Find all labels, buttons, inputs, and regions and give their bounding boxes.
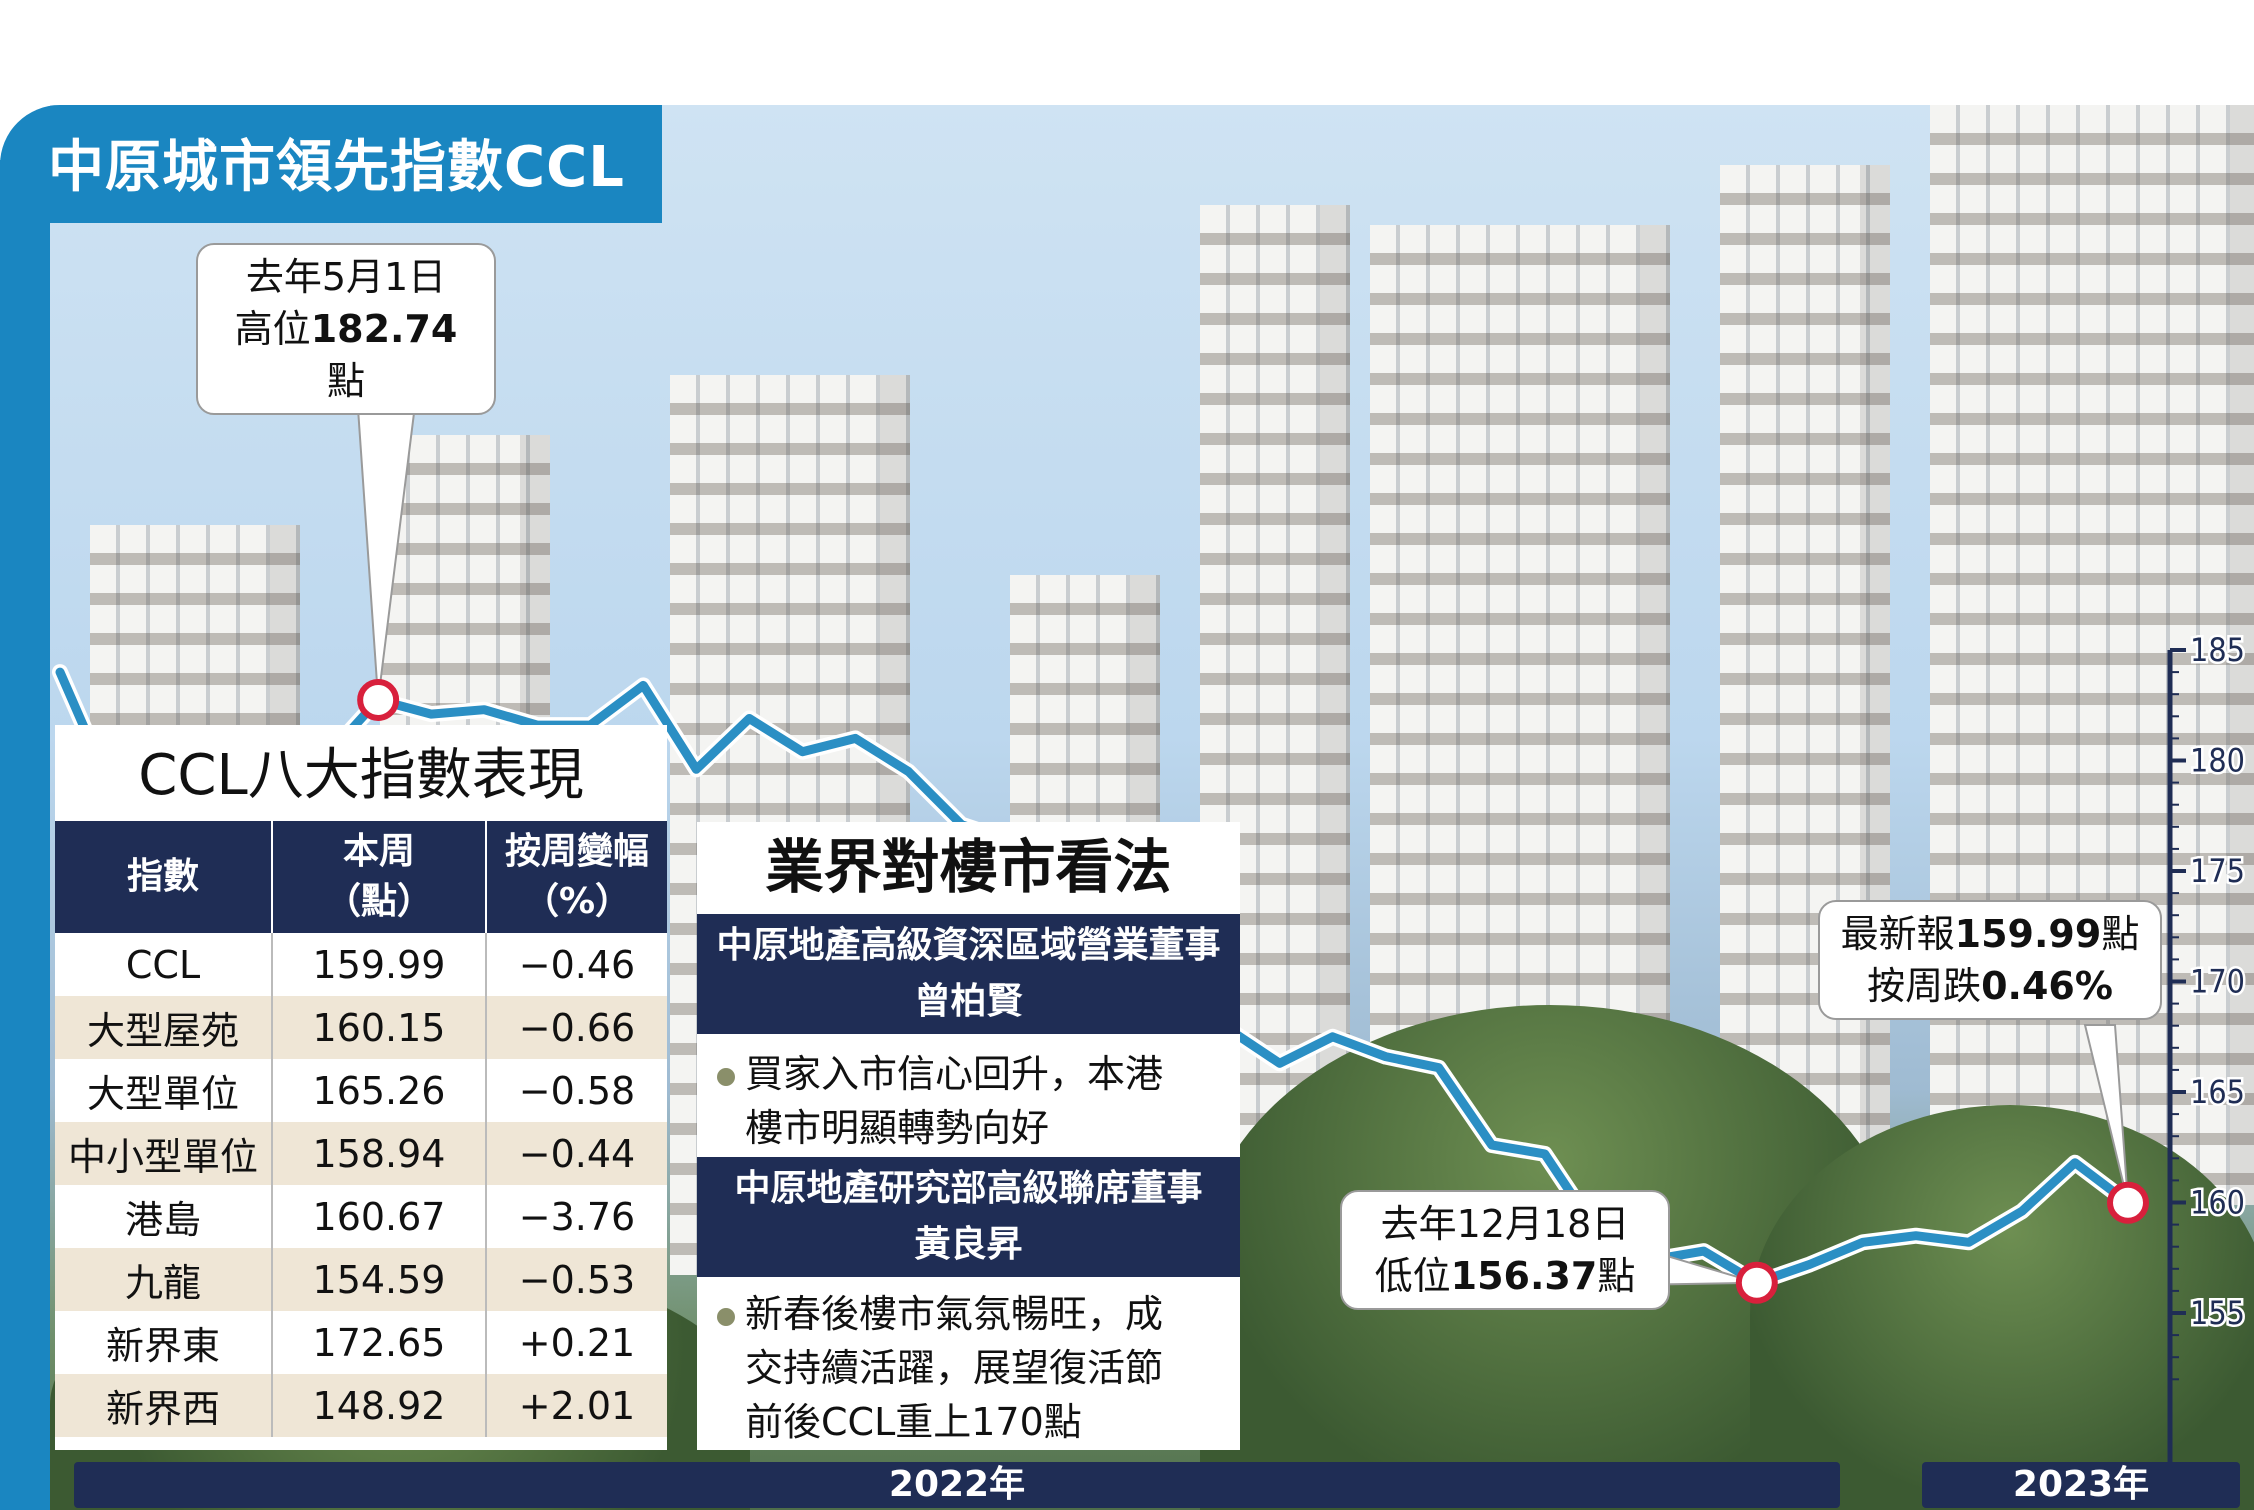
index-value: 160.15 [272, 996, 487, 1059]
latest-marker [2107, 1181, 2149, 1224]
low-callout: 去年12月18日 低位156.37點 [1340, 1190, 1670, 1310]
high-callout-pointer [353, 364, 422, 701]
bullet-icon [717, 1307, 735, 1326]
low-prefix: 低位 [1374, 1254, 1451, 1298]
index-change: +2.01 [486, 1374, 667, 1437]
view-1-role: 中原地產高級資深區域營業董事 [716, 925, 1221, 966]
index-change: −0.66 [486, 996, 667, 1059]
view-1-text-1: 買家入市信心回升，本港 [745, 1052, 1164, 1096]
table-row: 中小型單位 158.94 −0.44 [55, 1122, 667, 1185]
view-1-person: 曾柏賢 [914, 981, 1023, 1022]
index-value: 154.59 [272, 1248, 487, 1311]
index-change: −0.58 [518, 1068, 636, 1113]
latest-callout-pointer [2083, 1024, 2129, 1203]
index-change: −0.44 [486, 1122, 667, 1185]
low-value: 156.37 [1450, 1254, 1598, 1298]
view-2-person: 黃良昇 [914, 1224, 1023, 1265]
index-name: 大型單位 [55, 1059, 273, 1122]
index-name: 港島 [55, 1185, 273, 1248]
index-name: 新界東 [55, 1311, 273, 1374]
index-change: −0.53 [486, 1248, 667, 1311]
view-1-line-1: 買家入市信心回升，本港 [717, 1047, 1222, 1101]
index-name: 九龍 [55, 1248, 273, 1311]
y-tick-label: 170 [2190, 963, 2245, 1001]
index-value: 159.99 [272, 933, 487, 996]
view-1-text-2: 樓市明顯轉勢向好 [745, 1106, 1050, 1150]
index-value: 160.67 [272, 1185, 487, 1248]
col-header-change: 按周變幅 （%） [486, 821, 667, 933]
low-callout-value-line: 低位156.37點 [1360, 1250, 1650, 1302]
col-header-week: 本周 （點） [272, 821, 487, 933]
y-tick-label: 165 [2190, 1073, 2245, 1111]
index-change: +0.21 [518, 1320, 636, 1365]
low-callout-date: 去年12月18日 [1380, 1202, 1630, 1246]
high-suffix: 點 [326, 359, 365, 403]
ccl-table-title: CCL八大指數表現 [138, 743, 584, 808]
view-2-text-1: 新春後樓市氣氛暢旺，成 [745, 1292, 1164, 1336]
views-title: 業界對樓市看法 [765, 833, 1172, 901]
high-marker [357, 678, 400, 721]
y-tick-label: 160 [2190, 1184, 2245, 1222]
table-row: 大型單位 165.26 −0.58 [55, 1059, 667, 1122]
table-header-row: 指數 本周 （點） 按周變幅 （%） [55, 821, 667, 933]
col-header-index: 指數 [55, 821, 273, 933]
y-tick-label: 185 [2190, 631, 2245, 669]
ccl-index-table-panel: CCL八大指數表現 指數 本周 （點） 按周變幅 （%） CCL 159.99 −0… [55, 725, 667, 1450]
high-prefix: 高位 [234, 307, 311, 351]
latest-callout-line1: 最新報159.99點 [1838, 908, 2142, 960]
view-1-text: 買家入市信心回升，本港 樓市明顯轉勢向好 [717, 1047, 1222, 1155]
view-2-header: 中原地產研究部高級聯席董事 黃良昇 [697, 1157, 1240, 1277]
high-callout-value-line: 高位182.74 點 [216, 303, 476, 407]
view-1-header: 中原地產高級資深區域營業董事 曾柏賢 [697, 914, 1240, 1034]
latest-suffix: 點 [2101, 912, 2140, 956]
table-row: 新界西 148.92 +2.01 [55, 1374, 667, 1437]
latest-change-value: 0.46% [1981, 964, 2113, 1008]
index-name: 中小型單位 [55, 1122, 273, 1185]
view-2-line-1: 新春後樓市氣氛暢旺，成 [717, 1287, 1222, 1341]
frame-edge [0, 160, 50, 1510]
view-2-text-3: 前後CCL重上170點 [745, 1400, 1082, 1444]
high-callout-date: 去年5月1日 [245, 255, 447, 299]
x-label-2023: 2023年 [1922, 1462, 2240, 1508]
title-bar [0, 105, 662, 223]
latest-change-prefix: 按周跌 [1867, 964, 1982, 1008]
y-tick-label: 155 [2190, 1294, 2245, 1332]
high-callout: 去年5月1日 高位182.74 點 [196, 243, 496, 415]
latest-value: 159.99 [1954, 912, 2102, 956]
latest-callout-line2: 按周跌0.46% [1838, 960, 2142, 1012]
x-label-2022: 2022年 [74, 1462, 1840, 1508]
index-value: 158.94 [272, 1122, 487, 1185]
table-row: CCL 159.99 −0.46 [55, 933, 667, 996]
latest-callout: 最新報159.99點 按周跌0.46% [1818, 900, 2162, 1020]
index-name: CCL [55, 933, 273, 996]
y-axis: 185 180 175 170 165 160 155 [2167, 629, 2247, 1462]
table-row: 大型屋苑 160.15 −0.66 [55, 996, 667, 1059]
view-2-role: 中原地產研究部高級聯席董事 [734, 1168, 1203, 1209]
table-row: 新界東 172.65 +0.21 [55, 1311, 667, 1374]
index-change: −0.46 [518, 942, 636, 987]
industry-views-panel: 業界對樓市看法 中原地產高級資深區域營業董事 曾柏賢 買家入市信心回升，本港 樓… [697, 822, 1240, 1450]
latest-prefix: 最新報 [1840, 912, 1955, 956]
low-marker [1735, 1261, 1778, 1304]
index-value: 148.92 [272, 1374, 487, 1437]
highlight-markers [357, 678, 2149, 1304]
index-value: 172.65 [272, 1311, 487, 1374]
table-row: 九龍 154.59 −0.53 [55, 1248, 667, 1311]
high-value: 182.74 [310, 307, 458, 351]
ccl-index-table: 指數 本周 （點） 按周變幅 （%） CCL 159.99 −0.46 大型屋苑 16… [55, 821, 667, 1437]
chart-title: 中原城市領先指數CCL [48, 135, 625, 200]
index-value: 165.26 [272, 1059, 487, 1122]
low-suffix: 點 [1597, 1254, 1636, 1298]
index-change: −3.76 [518, 1194, 636, 1239]
view-2-text: 新春後樓市氣氛暢旺，成 交持續活躍，展望復活節 前後CCL重上170點 [717, 1287, 1222, 1449]
index-name: 大型屋苑 [55, 996, 273, 1059]
bullet-icon [717, 1067, 735, 1086]
table-row: 港島 160.67 −3.76 [55, 1185, 667, 1248]
y-tick-label: 180 [2190, 742, 2245, 780]
view-2-text-2: 交持續活躍，展望復活節 [745, 1346, 1164, 1390]
building [1930, 105, 2254, 1205]
index-name: 新界西 [55, 1374, 273, 1437]
y-tick-label: 175 [2190, 852, 2245, 890]
